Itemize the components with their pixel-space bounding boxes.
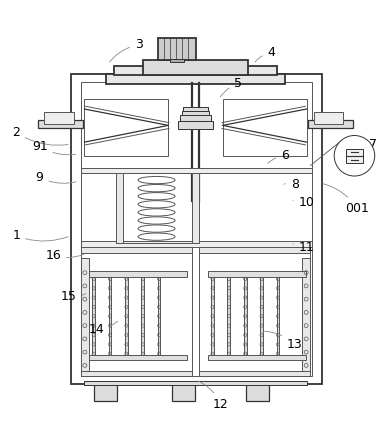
Text: 6: 6 <box>267 149 289 163</box>
Bar <box>114 66 277 75</box>
Bar <box>228 271 230 358</box>
Bar <box>199 371 310 376</box>
Bar <box>89 355 187 361</box>
Text: 5: 5 <box>221 77 242 97</box>
Bar <box>38 120 83 128</box>
Bar <box>143 60 248 75</box>
Bar <box>81 168 312 173</box>
Bar <box>246 383 269 401</box>
Bar <box>308 120 353 128</box>
Bar <box>172 383 195 401</box>
Text: 12: 12 <box>198 381 229 411</box>
Bar <box>223 99 307 156</box>
Bar <box>81 247 192 376</box>
Text: 91: 91 <box>32 139 76 155</box>
Bar <box>208 355 306 361</box>
Text: 13: 13 <box>264 331 303 351</box>
Bar <box>211 271 214 358</box>
Bar <box>109 271 111 358</box>
Text: 14: 14 <box>88 321 117 336</box>
Text: 1: 1 <box>13 229 68 242</box>
Bar <box>84 381 307 385</box>
Bar <box>81 242 312 247</box>
Bar <box>106 74 285 83</box>
Bar <box>141 271 144 358</box>
Text: 4: 4 <box>255 46 275 62</box>
Bar <box>81 247 192 253</box>
Text: 7: 7 <box>369 138 377 154</box>
Text: 11: 11 <box>293 241 314 254</box>
Bar <box>81 371 192 376</box>
Bar <box>125 271 128 358</box>
Bar <box>94 383 117 401</box>
Bar <box>314 112 343 124</box>
Bar <box>158 271 160 358</box>
Bar <box>244 271 247 358</box>
Bar <box>183 107 208 111</box>
Bar <box>116 173 199 243</box>
Text: 9: 9 <box>36 170 76 184</box>
Bar <box>116 173 123 243</box>
Text: 001: 001 <box>323 184 369 215</box>
Bar <box>192 173 199 243</box>
Text: 8: 8 <box>284 178 299 191</box>
Bar <box>89 271 187 277</box>
Bar <box>81 82 312 376</box>
Bar <box>199 247 310 376</box>
Bar <box>260 271 263 358</box>
Bar <box>92 271 95 358</box>
Text: 3: 3 <box>109 38 143 62</box>
Bar <box>81 258 89 371</box>
Text: 2: 2 <box>13 126 68 145</box>
Bar <box>44 112 74 124</box>
Text: 16: 16 <box>45 249 84 262</box>
Bar <box>180 115 211 121</box>
Bar <box>84 99 168 156</box>
Bar <box>170 59 184 62</box>
Text: 10: 10 <box>293 196 314 209</box>
Bar <box>346 149 363 163</box>
Bar <box>208 271 306 277</box>
Bar <box>71 74 322 384</box>
Bar <box>276 271 279 358</box>
Text: 15: 15 <box>61 289 86 302</box>
Bar <box>81 168 312 173</box>
Bar <box>158 39 196 60</box>
Bar <box>199 247 310 253</box>
Bar <box>178 121 213 129</box>
Bar <box>182 111 209 115</box>
Circle shape <box>334 135 375 176</box>
Bar <box>302 258 310 371</box>
